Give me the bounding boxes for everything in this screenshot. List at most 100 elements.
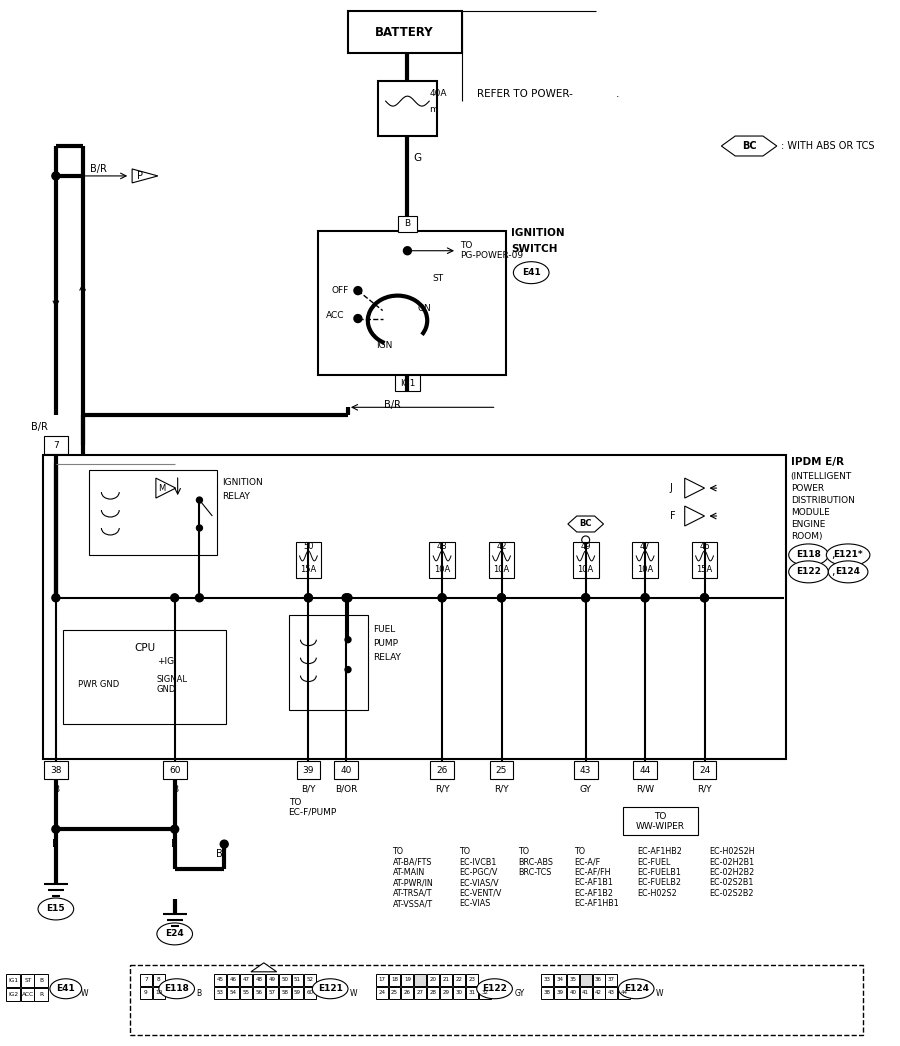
Text: TO
AT-BA/FTS
AT-MAIN
AT-PWR/IN
AT-TRSA/T
AT-VSSA/T: TO AT-BA/FTS AT-MAIN AT-PWR/IN AT-TRSA/T…	[392, 847, 433, 908]
Text: 27: 27	[417, 991, 424, 995]
Text: E15: E15	[47, 905, 65, 913]
Text: 47: 47	[640, 543, 651, 551]
Text: 25: 25	[391, 991, 398, 995]
Text: 10A: 10A	[434, 566, 450, 574]
Text: B: B	[216, 849, 222, 859]
Text: 10A: 10A	[578, 566, 594, 574]
Text: ,: ,	[832, 567, 835, 577]
Text: B/R: B/R	[32, 423, 48, 432]
FancyBboxPatch shape	[541, 986, 553, 999]
Text: 59: 59	[294, 991, 301, 995]
FancyBboxPatch shape	[375, 974, 388, 985]
FancyBboxPatch shape	[34, 974, 48, 986]
Text: IPDM E/R: IPDM E/R	[791, 457, 843, 468]
Text: ENGINE: ENGINE	[791, 520, 825, 529]
FancyBboxPatch shape	[43, 455, 786, 759]
Text: 50: 50	[281, 977, 288, 982]
Text: 19: 19	[404, 977, 411, 982]
Text: 26: 26	[404, 991, 411, 995]
Circle shape	[345, 637, 351, 642]
Text: CPU: CPU	[134, 642, 155, 653]
Text: B: B	[404, 220, 410, 228]
Text: E124: E124	[624, 984, 649, 994]
FancyBboxPatch shape	[398, 215, 418, 232]
Ellipse shape	[618, 979, 654, 999]
FancyBboxPatch shape	[693, 761, 716, 779]
Circle shape	[498, 594, 506, 601]
FancyBboxPatch shape	[44, 436, 68, 454]
Text: 40A: 40A	[429, 89, 446, 97]
Text: B: B	[52, 839, 59, 849]
FancyBboxPatch shape	[153, 986, 165, 999]
Text: DISTRIBUTION: DISTRIBUTION	[791, 496, 855, 505]
Text: 15A: 15A	[301, 566, 317, 574]
Text: 35: 35	[570, 977, 576, 982]
Text: J: J	[670, 483, 672, 493]
FancyBboxPatch shape	[240, 974, 252, 985]
Text: 46: 46	[230, 977, 237, 982]
Polygon shape	[685, 478, 705, 498]
Text: ,: ,	[832, 550, 835, 560]
Text: 21: 21	[443, 977, 449, 982]
Text: IG1: IG1	[8, 978, 18, 983]
Text: B/R: B/R	[384, 401, 401, 410]
Text: E121: E121	[318, 984, 343, 994]
Polygon shape	[156, 478, 176, 498]
Text: 44: 44	[640, 766, 651, 775]
Text: R/W: R/W	[636, 784, 654, 794]
Text: IGNITION: IGNITION	[222, 478, 263, 487]
Text: E122: E122	[482, 984, 507, 994]
FancyBboxPatch shape	[140, 986, 152, 999]
Text: 26: 26	[436, 766, 448, 775]
Ellipse shape	[477, 979, 512, 999]
Circle shape	[196, 525, 202, 531]
FancyBboxPatch shape	[624, 808, 698, 835]
FancyBboxPatch shape	[440, 986, 452, 999]
Text: P: P	[137, 170, 143, 181]
Text: 43: 43	[608, 991, 615, 995]
Text: 49: 49	[268, 977, 275, 982]
Ellipse shape	[788, 544, 828, 566]
Circle shape	[354, 287, 362, 295]
Text: ON: ON	[418, 304, 431, 313]
Text: IG2: IG2	[8, 992, 18, 997]
FancyBboxPatch shape	[554, 986, 566, 999]
Text: 46: 46	[699, 543, 710, 551]
FancyBboxPatch shape	[394, 376, 420, 391]
Text: .: .	[616, 89, 619, 99]
Text: 60: 60	[307, 991, 314, 995]
Text: 40: 40	[570, 991, 576, 995]
Circle shape	[52, 594, 59, 601]
FancyBboxPatch shape	[440, 974, 452, 985]
Text: RELAY: RELAY	[373, 653, 400, 662]
FancyBboxPatch shape	[319, 231, 507, 376]
FancyBboxPatch shape	[289, 615, 368, 709]
Circle shape	[196, 497, 202, 503]
Text: B: B	[171, 839, 178, 849]
Text: 34: 34	[556, 977, 563, 982]
FancyBboxPatch shape	[592, 974, 605, 985]
FancyBboxPatch shape	[606, 974, 617, 985]
Circle shape	[438, 594, 446, 601]
Polygon shape	[685, 506, 705, 526]
Text: 39: 39	[556, 991, 563, 995]
Circle shape	[438, 594, 446, 601]
Ellipse shape	[157, 923, 193, 945]
Text: E41: E41	[522, 268, 541, 277]
FancyBboxPatch shape	[466, 974, 478, 985]
Text: 10A: 10A	[493, 566, 509, 574]
FancyBboxPatch shape	[348, 12, 462, 53]
Circle shape	[641, 594, 649, 601]
FancyBboxPatch shape	[130, 964, 863, 1034]
Circle shape	[354, 315, 362, 322]
FancyBboxPatch shape	[453, 974, 465, 985]
Text: E41: E41	[57, 984, 75, 994]
FancyBboxPatch shape	[580, 986, 591, 999]
Ellipse shape	[159, 979, 194, 999]
Text: 48: 48	[256, 977, 263, 982]
Text: 22: 22	[455, 977, 463, 982]
Text: E124: E124	[835, 567, 860, 576]
Text: 58: 58	[281, 991, 288, 995]
FancyBboxPatch shape	[401, 974, 413, 985]
Text: 28: 28	[429, 991, 436, 995]
